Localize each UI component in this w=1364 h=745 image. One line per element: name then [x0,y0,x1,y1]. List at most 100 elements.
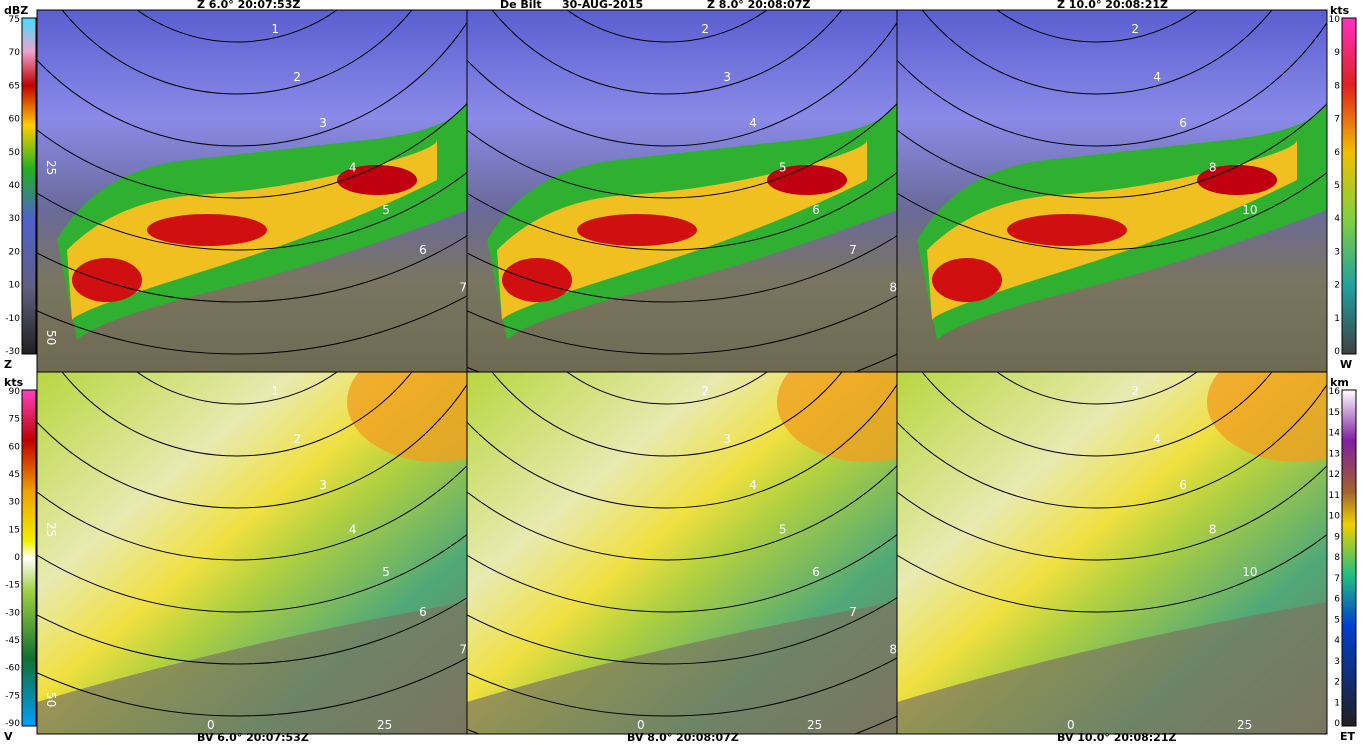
ring-label: 8 [889,643,897,657]
colorbar [1341,389,1357,727]
range-ring [37,597,467,665]
echo-red [767,165,847,195]
colorbar-tick: 6 [1334,595,1340,605]
range-ring [491,10,843,95]
colorbar-tick: 60 [9,115,21,125]
range-ring [996,372,1198,405]
echo-red [147,214,267,246]
colorbar-tick: 13 [1329,449,1340,459]
velocity-orange [347,372,467,462]
range-ring [491,372,843,457]
x-label: 0 [1067,718,1075,732]
colorbar-tick: 8 [1334,81,1340,91]
ring-label: 4 [349,161,357,175]
velocity-orange [777,372,897,462]
panel-title: BV 10.0° 20:08:21Z [1057,731,1176,744]
colorbar-tick: 9 [1334,532,1340,542]
colorbar-tick: 15 [9,525,20,535]
range-ring [37,21,467,147]
ring-label: 5 [382,565,390,579]
echo-red [337,165,417,195]
colorbar-tick: 40 [9,181,21,191]
x-label: 25 [377,718,392,732]
x-label: 25 [1237,718,1252,732]
ring-label: 5 [382,203,390,217]
colorbar [21,17,37,355]
range-ring [467,465,897,561]
colorbar-product: W [1340,358,1352,371]
range-ring [467,657,897,717]
colorbar-unit: dBZ [4,4,28,17]
colorbar-tick: 10 [1329,15,1341,25]
ring-label: 2 [1131,22,1139,36]
panel: 0.712345672550 [37,10,467,372]
ring-label: 6 [812,565,820,579]
x-label: 0 [637,718,645,732]
colorbar-tick: 7 [1334,574,1340,584]
echo-red [1197,165,1277,195]
ring-label: 5 [779,161,787,175]
ring-label: 4 [349,523,357,537]
colorbar-tick: 50 [9,148,21,158]
panel: 1.1246810025 [897,372,1327,734]
ring-label: 3 [723,432,731,446]
range-ring [897,383,1327,509]
ring-label: 2 [293,432,301,446]
colorbar-tick: 75 [9,15,20,25]
side-label: 50 [44,330,58,345]
ring-label: 1 [271,22,279,36]
ring-label: 6 [1179,478,1187,492]
ring-label: 3 [723,70,731,84]
colorbar-tick: 75 [9,415,20,425]
range-ring [897,21,1327,147]
colorbar-tick: 4 [1334,214,1340,224]
colorbar-tick: 90 [9,387,21,397]
range-ring [37,171,467,251]
terrain [37,602,467,734]
date: 30-AUG-2015 [562,0,643,11]
colorbar-tick: 15 [1329,408,1340,418]
terrain [897,602,1327,734]
colorbar-tick: 4 [1334,636,1340,646]
colorbar-tick: 70 [9,48,21,58]
x-label: 0 [207,718,215,732]
range-ring [467,533,897,613]
colorbar-tick: 8 [1334,553,1340,563]
colorbar-unit: km [1330,376,1349,389]
range-ring [467,235,897,303]
range-ring [566,372,768,405]
colorbar-tick: 2 [1334,281,1340,291]
colorbar-tick: -90 [5,719,20,729]
ring-label: 6 [812,203,820,217]
colorbar-tick: 60 [9,442,21,452]
side-label: 25 [44,522,58,537]
ring-label: 2 [701,22,709,36]
panel-title: Z 6.0° 20:07:53Z [197,0,300,11]
velocity-orange [1207,372,1327,462]
range-ring [467,171,897,251]
range-ring [37,295,467,355]
colorbar-product: Z [4,358,12,371]
echo-red [72,258,142,302]
ring-label: 2 [701,384,709,398]
ring-label: 7 [849,605,857,619]
colorbar-tick: 10 [9,281,21,291]
range-ring [467,21,897,147]
colorbar-tick: 12 [1329,470,1340,480]
range-ring [37,235,467,303]
colorbar-tick: -10 [5,314,20,324]
range-ring [467,103,897,199]
range-ring [897,465,1327,561]
ring-label: 6 [1179,116,1187,130]
range-ring [37,465,467,561]
site: De Bilt [500,0,542,11]
panel-frame [896,371,1328,735]
range-ring [136,10,338,43]
ring-label: 4 [749,478,757,492]
colorbar-tick: -60 [5,664,20,674]
echo-red [502,258,572,302]
colorbar-tick: -15 [5,581,20,591]
colorbar-unit: kts [1330,4,1350,17]
ring-label: 7 [849,243,857,257]
range-ring [37,657,467,717]
